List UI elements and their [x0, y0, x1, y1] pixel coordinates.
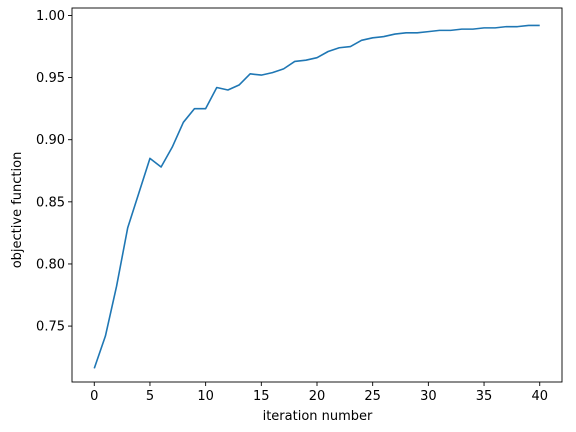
series-layer: [93, 24, 540, 369]
x-tick-label: 0: [90, 389, 98, 404]
x-tick-label: 30: [420, 389, 437, 404]
y-tick-label: 0.80: [36, 257, 65, 272]
y-tick-label: 1.00: [36, 9, 65, 24]
y-axis: 0.75 0.80 0.85 0.90 0.95 1.00: [36, 9, 72, 335]
plot-frame: [71, 7, 563, 383]
series-line: [93, 24, 540, 369]
plot-area: [71, 7, 563, 383]
x-tick-label: 5: [146, 389, 154, 404]
x-tick-label: 40: [531, 389, 548, 404]
x-tick-label: 35: [476, 389, 493, 404]
y-tick-label: 0.95: [36, 71, 65, 86]
x-tick-label: 20: [309, 389, 326, 404]
x-axis: 0 5 10 15 20 25 30 35 40: [90, 382, 548, 404]
x-axis-label: iteration number: [263, 409, 373, 424]
x-tick-label: 15: [253, 389, 270, 404]
x-tick-label: 25: [364, 389, 381, 404]
y-axis-label: objective function: [10, 152, 25, 269]
y-tick-label: 0.75: [36, 320, 65, 335]
x-tick-label: 10: [197, 389, 214, 404]
y-tick-label: 0.85: [36, 195, 65, 210]
y-tick-label: 0.90: [36, 133, 65, 148]
